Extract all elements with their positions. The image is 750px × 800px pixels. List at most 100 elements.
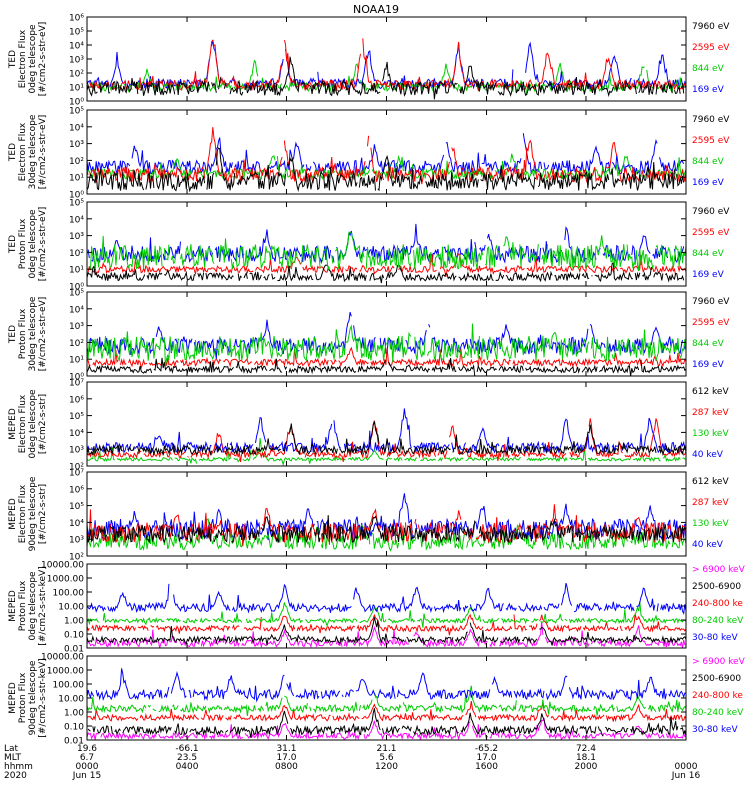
legend-entry: 40 keV <box>692 540 724 550</box>
x-tick-label: 17.0 <box>477 753 497 763</box>
y-axis-label: MEPED <box>8 498 18 530</box>
y-tick-label: 100.00 <box>53 589 85 599</box>
y-tick-label: 10³ <box>69 446 84 456</box>
x-tick-label: 19.6 <box>77 744 97 754</box>
x-tick-label: 18.1 <box>576 753 596 763</box>
y-axis-label: TED <box>8 325 18 344</box>
y-tick-label: 10.00 <box>58 695 84 705</box>
y-tick-label: 10⁰ <box>69 191 84 201</box>
series-trace <box>86 613 687 636</box>
panel-4: 10⁰ 10¹ 10² 10³ 10⁴ 10⁵ TED Proton Flux 30deg te… <box>8 289 730 383</box>
y-tick-label: 10⁵ <box>69 412 84 422</box>
x-row-label: MLT <box>4 753 22 763</box>
y-tick-label: 10⁴ <box>69 42 84 52</box>
y-tick-label: 10⁶ <box>69 14 84 24</box>
legend-entry: 2595 eV <box>692 43 730 53</box>
y-axis-label: Proton Flux <box>18 580 28 631</box>
y-tick-label: 10² <box>69 157 84 167</box>
y-tick-label: 10⁶ <box>69 395 84 405</box>
x-tick-label: 0000 <box>76 762 99 772</box>
legend-entry: 287 keV <box>692 498 729 508</box>
x-tick-label: 5.6 <box>379 753 394 763</box>
x-tick-label: 6.7 <box>80 753 94 763</box>
y-tick-label: 10⁴ <box>69 123 84 133</box>
y-tick-label: 10⁰ <box>69 283 84 293</box>
y-tick-label: 10⁵ <box>69 289 84 299</box>
y-axis-label: Proton Flux <box>18 672 28 723</box>
y-axis-label: MEPED <box>8 408 18 440</box>
y-tick-label: 10¹ <box>69 84 84 94</box>
legend-entry: 2595 eV <box>692 228 730 238</box>
y-axis-label: 90deg telescope <box>28 476 38 551</box>
y-tick-label: 10¹ <box>69 174 84 184</box>
x-tick-label: 1200 <box>375 762 398 772</box>
series-trace <box>86 515 687 544</box>
x-tick-label: Jun 16 <box>671 771 701 781</box>
legend-entry: 80-240 keV <box>692 616 744 626</box>
panel-8: 0.01 0.10 1.00 10.00 100.00 1000.00 10000.00 ME… <box>8 653 746 747</box>
legend-entry: 287 keV <box>692 408 729 418</box>
x-tick-label: 21.1 <box>376 744 396 754</box>
y-axis-label: Proton Flux <box>18 218 28 269</box>
y-tick-label: 10000.00 <box>41 653 84 663</box>
legend-entry: 130 keV <box>692 519 729 529</box>
series-trace <box>86 701 687 723</box>
x-tick-label: 23.5 <box>177 753 197 763</box>
series-trace <box>86 323 687 367</box>
y-tick-label: 10³ <box>69 140 84 150</box>
legend-entry: 7960 eV <box>692 22 730 32</box>
y-tick-label: 10⁵ <box>69 28 84 38</box>
x-row-label: 2020 <box>4 771 27 781</box>
y-axis-label: [#/cm2-s-str-eV] <box>38 297 48 372</box>
y-tick-label: 10⁴ <box>69 215 84 225</box>
y-tick-label: 10² <box>69 339 84 349</box>
x-tick-label: Jun 15 <box>72 771 101 781</box>
x-tick-label: 17.0 <box>276 753 296 763</box>
y-tick-label: 10⁴ <box>69 429 84 439</box>
y-axis-label: 0deg telescope <box>28 209 38 279</box>
legend-entry: 844 eV <box>692 64 725 74</box>
legend-entry: 169 eV <box>692 178 725 188</box>
y-axis-label: Electron Flux <box>18 29 28 88</box>
y-tick-label: 100.00 <box>53 681 85 691</box>
x-row-label: Lat <box>4 744 19 754</box>
series-trace <box>86 685 687 716</box>
y-tick-label: 10⁶ <box>69 485 84 495</box>
y-tick-label: 10⁴ <box>69 519 84 529</box>
y-axis-label: [#/cm2-s-str-eV] <box>38 115 48 190</box>
series-trace <box>86 357 687 377</box>
series-trace <box>86 582 687 616</box>
y-axis-label: [#/cm2-s-str] <box>38 394 48 454</box>
chart-title: NOAA19 <box>353 3 399 16</box>
y-tick-label: 10000.00 <box>41 561 84 571</box>
panel-frame <box>86 109 687 195</box>
series-trace <box>86 668 687 703</box>
y-tick-label: 10⁵ <box>69 199 84 209</box>
y-tick-label: 10² <box>69 70 84 80</box>
y-axis-label: [#/cm2-s-str-keV] <box>38 658 48 737</box>
x-tick-label: 72.4 <box>576 744 596 754</box>
y-tick-label: 10.00 <box>58 603 84 613</box>
x-tick-label: 0800 <box>275 762 298 772</box>
y-axis-label: TED <box>8 235 18 254</box>
y-axis-label: 0deg telescope <box>28 24 38 94</box>
x-tick-label: 31.1 <box>276 744 296 754</box>
x-tick-label: -65.2 <box>475 744 498 754</box>
x-row-label: hhmm <box>4 762 33 772</box>
y-tick-label: 10³ <box>69 536 84 546</box>
y-tick-label: 10² <box>69 463 84 473</box>
legend-entry: 169 eV <box>692 85 725 95</box>
legend-entry: > 6900 keV <box>692 565 746 575</box>
legend-entry: 7960 eV <box>692 115 730 125</box>
panel-5: 10² 10³ 10⁴ 10⁵ 10⁶ 10⁷ MEPED Electron Flux 0deg… <box>8 379 729 473</box>
series-trace <box>86 717 687 741</box>
y-tick-label: 10⁷ <box>69 469 84 479</box>
y-tick-label: 0.10 <box>64 631 84 641</box>
y-axis-label: TED <box>8 50 18 69</box>
legend-entry: 30-80 keV <box>692 725 738 735</box>
y-tick-label: 1.00 <box>64 617 84 627</box>
series-trace <box>86 438 687 467</box>
y-axis-label: MEPED <box>8 682 18 714</box>
y-axis-label: Electron Flux <box>18 484 28 543</box>
